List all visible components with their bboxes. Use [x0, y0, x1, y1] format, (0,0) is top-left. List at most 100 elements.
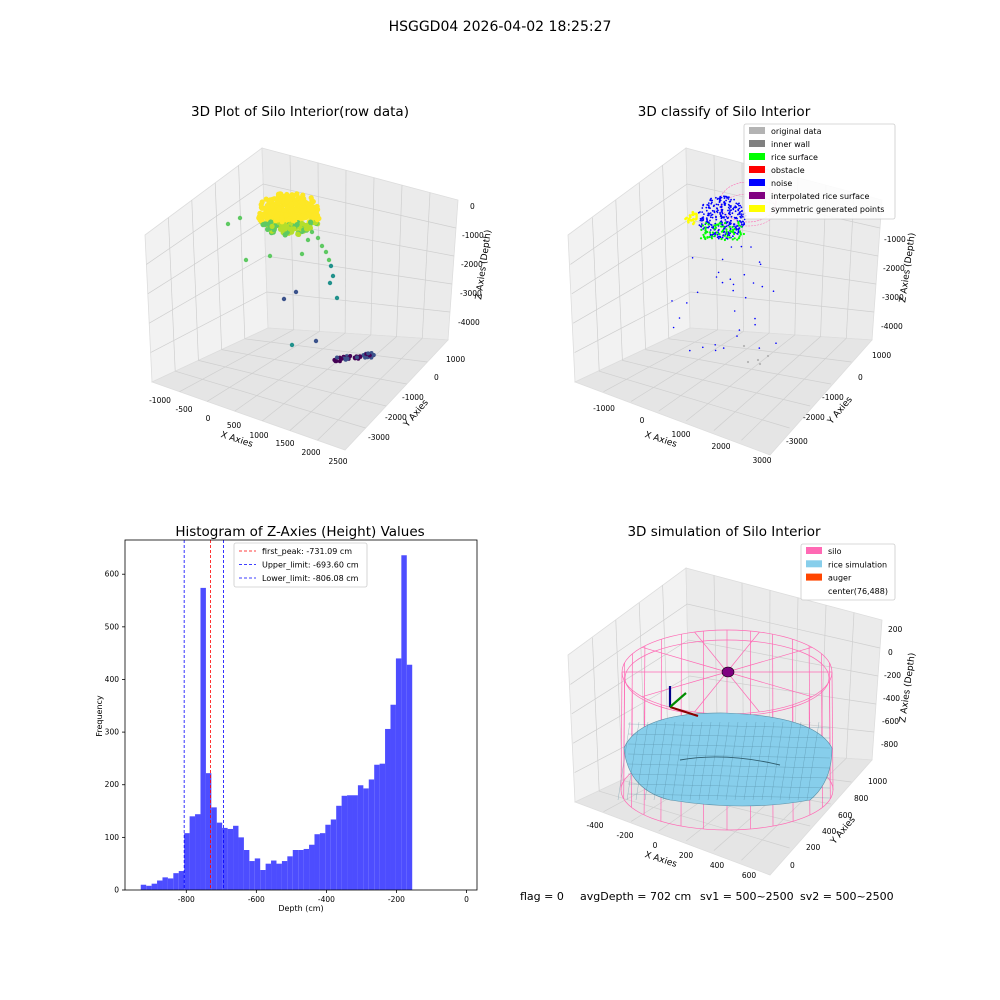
grid-line	[396, 185, 403, 337]
noise-point	[729, 232, 731, 235]
z-axis-label: Z Axies (Depth)	[898, 652, 918, 723]
noise-point	[714, 344, 716, 346]
grid-line	[713, 155, 719, 330]
noise-point	[733, 310, 736, 312]
x-tick: -400	[318, 895, 335, 904]
histogram-bar	[390, 704, 396, 890]
rice-surface-point	[733, 228, 736, 231]
mesh-line	[689, 721, 703, 801]
noise-point	[743, 223, 745, 226]
y-tick-labels: 1000 0 -1000 -2000 -3000	[368, 355, 465, 442]
histogram-bar	[336, 805, 342, 890]
noise-point	[707, 212, 710, 215]
x-tick-labels: -1000 0 1000 2000 3000	[593, 404, 772, 465]
noise-point	[702, 204, 704, 207]
noise-point	[721, 258, 724, 261]
noise-point	[702, 228, 705, 230]
scatter-points	[671, 195, 777, 366]
y-tick: 600	[838, 811, 853, 820]
grid-line	[168, 217, 176, 372]
noise-point	[702, 218, 705, 220]
noise-point	[729, 219, 732, 222]
noise-point	[720, 210, 723, 213]
rice-surface-point	[706, 236, 709, 239]
rice-surface-point	[733, 232, 736, 236]
grid-line	[820, 605, 827, 757]
noise-point	[737, 209, 740, 212]
x-tick: 3000	[752, 456, 771, 465]
x-tick: 200	[679, 851, 694, 860]
noise-point	[721, 216, 723, 218]
noise-point	[707, 204, 710, 207]
legend-label: original data	[771, 127, 822, 136]
histogram-bar	[184, 833, 190, 890]
noise-point	[730, 222, 732, 225]
histogram-bar	[178, 871, 185, 890]
noise-point	[727, 206, 730, 209]
data-point	[279, 216, 285, 222]
noise-point	[709, 219, 711, 222]
rice-surface-point	[713, 224, 716, 227]
grid-line	[344, 170, 347, 334]
noise-point	[672, 326, 675, 329]
noise-point	[719, 213, 721, 215]
original-point	[746, 360, 750, 364]
data-point	[275, 217, 281, 223]
grid-line	[317, 162, 320, 332]
data-point	[288, 201, 294, 207]
grid-line	[571, 639, 879, 715]
z-tick: -1000	[884, 235, 906, 244]
noise-point	[740, 214, 743, 217]
grid-line	[592, 637, 600, 792]
noise-point	[750, 246, 752, 248]
noise-point	[728, 234, 731, 237]
noise-point	[701, 219, 703, 222]
data-point	[291, 226, 297, 232]
noise-point	[761, 285, 764, 288]
data-point	[309, 207, 315, 213]
legend-label: auger	[828, 574, 852, 583]
y-tick: 0	[790, 861, 795, 870]
x-axis-label: X Axies	[643, 850, 678, 870]
noise-point	[717, 203, 720, 206]
data-point	[275, 200, 281, 206]
noise-point	[720, 205, 723, 208]
grid-line	[741, 758, 847, 861]
symmetric-point	[695, 213, 698, 217]
noise-point	[709, 216, 712, 219]
mesh-line	[806, 721, 820, 801]
data-point	[306, 212, 312, 218]
noise-point	[713, 211, 716, 214]
x-tick: 0	[640, 416, 645, 425]
grid-line	[713, 336, 821, 431]
histogram-bar	[292, 850, 299, 890]
data-point	[291, 213, 297, 219]
data-point	[319, 243, 325, 249]
y-axis-label: Frequency	[95, 695, 104, 737]
grid-line	[599, 370, 790, 429]
rice-surface-point	[704, 226, 707, 229]
histogram-bar	[265, 863, 272, 890]
histogram-bar	[271, 860, 277, 890]
rice-surface-point	[737, 237, 741, 240]
histogram-bar	[243, 850, 250, 890]
noise-point	[721, 281, 724, 284]
mesh-line	[627, 723, 831, 729]
legend: silo rice simulation auger center(76,488)	[800, 543, 896, 601]
histogram-bar	[200, 587, 206, 890]
noise-point	[772, 290, 775, 293]
noise-point	[711, 201, 713, 204]
histogram-bar	[352, 795, 358, 890]
panel-title: Histogram of Z-Axies (Height) Values	[175, 524, 424, 540]
noise-point	[710, 199, 713, 202]
noise-point	[703, 213, 705, 216]
data-point	[266, 204, 272, 210]
z-tick: -600	[882, 717, 899, 726]
noise-point	[716, 198, 719, 201]
mesh-line	[761, 721, 775, 801]
noise-point	[719, 195, 722, 198]
noise-point	[711, 216, 714, 219]
figure-title: HSGGD04 2026-04-02 18:25:27	[389, 19, 612, 35]
x-tick: 400	[710, 861, 725, 870]
